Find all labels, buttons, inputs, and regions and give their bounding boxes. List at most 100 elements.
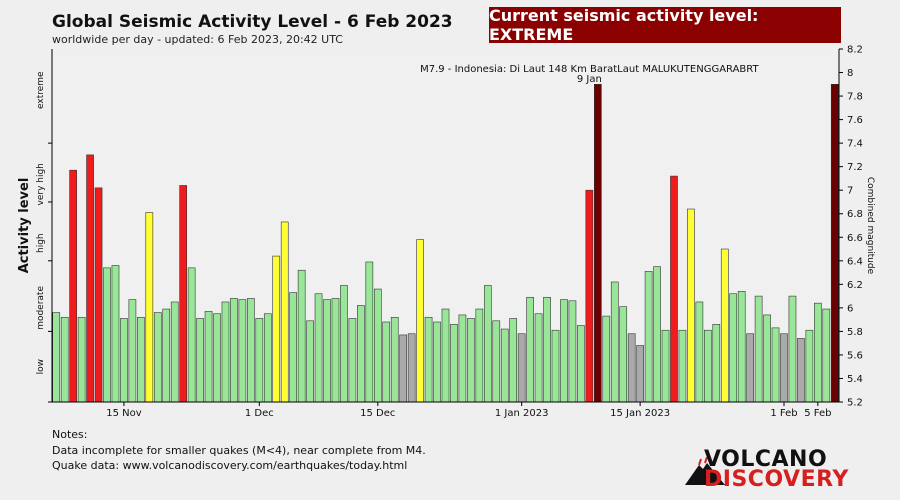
y2-tick-label: 6.2 xyxy=(847,280,863,291)
chart-subtitle: worldwide per day - updated: 6 Feb 2023,… xyxy=(52,33,343,46)
chart-bar xyxy=(272,255,281,403)
chart-bar xyxy=(703,329,712,403)
level-label: extreme xyxy=(36,71,46,109)
chart-bar xyxy=(382,321,391,403)
chart-bar xyxy=(492,320,501,403)
y2-tick-label: 5.2 xyxy=(847,398,863,409)
y2-tick-label: 8.2 xyxy=(847,45,863,56)
x-tick-label: 1 Dec xyxy=(245,408,274,419)
chart-bar xyxy=(416,239,424,403)
chart-bar xyxy=(467,318,475,403)
chart-bar xyxy=(323,299,331,403)
chart-bar xyxy=(695,301,704,403)
y2-tick-label: 8 xyxy=(847,68,853,79)
chart-bar xyxy=(585,189,594,403)
chart-bar xyxy=(221,301,230,403)
chart-bar xyxy=(145,212,154,403)
chart-bar xyxy=(69,169,77,403)
x-tick-label: 15 Dec xyxy=(360,408,395,419)
chart-bar xyxy=(636,345,644,403)
chart-bar xyxy=(560,299,568,403)
chart-bar xyxy=(670,175,678,403)
chart-bar xyxy=(500,328,509,403)
chart-bar xyxy=(204,311,213,403)
notes-heading: Notes: xyxy=(52,428,88,441)
chart-bar xyxy=(94,187,103,403)
chart-bar xyxy=(644,271,653,403)
chart-bar xyxy=(179,185,187,403)
y-axis-label: Activity level xyxy=(17,178,32,274)
chart-bar xyxy=(712,324,721,403)
chart-bar xyxy=(255,318,264,403)
chart-bar xyxy=(475,308,484,403)
chart-bar xyxy=(517,333,526,403)
level-label: moderate xyxy=(36,286,46,330)
chart-bar xyxy=(551,329,560,403)
chart-bar xyxy=(805,329,814,403)
chart-bar xyxy=(77,316,86,403)
annotation-date: 9 Jan xyxy=(577,74,602,85)
chart-bar xyxy=(424,316,433,403)
y2-tick-label: 6.6 xyxy=(847,233,863,244)
y2-tick-label: 6 xyxy=(847,303,853,314)
chart-bar xyxy=(788,295,797,403)
x-tick-label: 5 Feb xyxy=(804,408,831,419)
chart-bar xyxy=(60,316,69,403)
chart-bar xyxy=(238,299,247,403)
chart-bar xyxy=(340,285,348,403)
chart-bar xyxy=(120,318,128,403)
notes: Notes: Data incomplete for smaller quake… xyxy=(52,427,426,474)
chart-bar xyxy=(137,316,145,403)
y2-tick-label: 5.6 xyxy=(847,350,863,361)
chart-bar xyxy=(534,313,543,403)
chart-bar xyxy=(357,305,365,403)
y2-tick-label: 7.4 xyxy=(847,139,863,150)
x-tick-label: 1 Jan 2023 xyxy=(495,408,549,419)
chart-bar xyxy=(314,293,323,403)
chart-bar xyxy=(483,285,492,403)
chart-bar xyxy=(509,318,518,403)
notes-line-1: Data incomplete for smaller quakes (M<4)… xyxy=(52,443,426,457)
chart-bar xyxy=(822,308,831,403)
chart-bar xyxy=(602,315,611,403)
y2-tick-label: 7.6 xyxy=(847,115,863,126)
chart-title: Global Seismic Activity Level - 6 Feb 20… xyxy=(52,12,453,32)
y2-tick-label: 7 xyxy=(847,186,853,197)
chart-bar xyxy=(263,313,272,403)
level-label: low xyxy=(36,359,46,374)
y2-axis-label: Combined magnitude xyxy=(865,177,875,275)
chart-bar xyxy=(737,291,746,403)
volcano-discovery-logo: VOLCANO DISCOVERY xyxy=(685,447,885,493)
chart-bar xyxy=(526,296,534,403)
x-tick-label: 1 Feb xyxy=(770,408,797,419)
chart-bar xyxy=(780,333,788,403)
y2-tick-label: 5.4 xyxy=(847,374,863,385)
chart-bar xyxy=(128,299,137,403)
seismic-chart: 5.2 5.4 5.6 5.8 6 6.2 6.4 6.6 6.8 7 7.2 7.4 7.6 7.8 8 8… xyxy=(17,45,875,420)
chart-bar xyxy=(543,296,551,403)
annotation-text: M7.9 - Indonesia: Di Laut 148 Km BaratLa… xyxy=(420,64,759,75)
chart-bar xyxy=(407,333,416,403)
chart-bar xyxy=(771,327,780,403)
chart-bar xyxy=(593,84,602,403)
chart-bar xyxy=(754,295,763,403)
chart-bar xyxy=(678,329,687,403)
chart-bar xyxy=(52,312,61,403)
chart-bar xyxy=(619,306,628,403)
chart-bar xyxy=(577,325,585,403)
chart-bar xyxy=(213,313,221,403)
chart-bar xyxy=(103,267,111,403)
chart-bar xyxy=(365,261,374,403)
chart-bar xyxy=(162,308,171,403)
chart-bar xyxy=(627,333,636,403)
current-level-banner: Current seismic activity level: EXTREME xyxy=(489,6,841,44)
chart-bar xyxy=(687,208,695,403)
chart-bar xyxy=(729,293,738,403)
chart-bar xyxy=(433,321,441,403)
y2-tick-label: 6.8 xyxy=(847,209,863,220)
chart-bar xyxy=(86,154,94,403)
chart-bar xyxy=(230,298,238,403)
y2-tick-label: 7.8 xyxy=(847,92,863,103)
level-label: very high xyxy=(36,163,46,205)
chart-bar xyxy=(653,266,661,403)
